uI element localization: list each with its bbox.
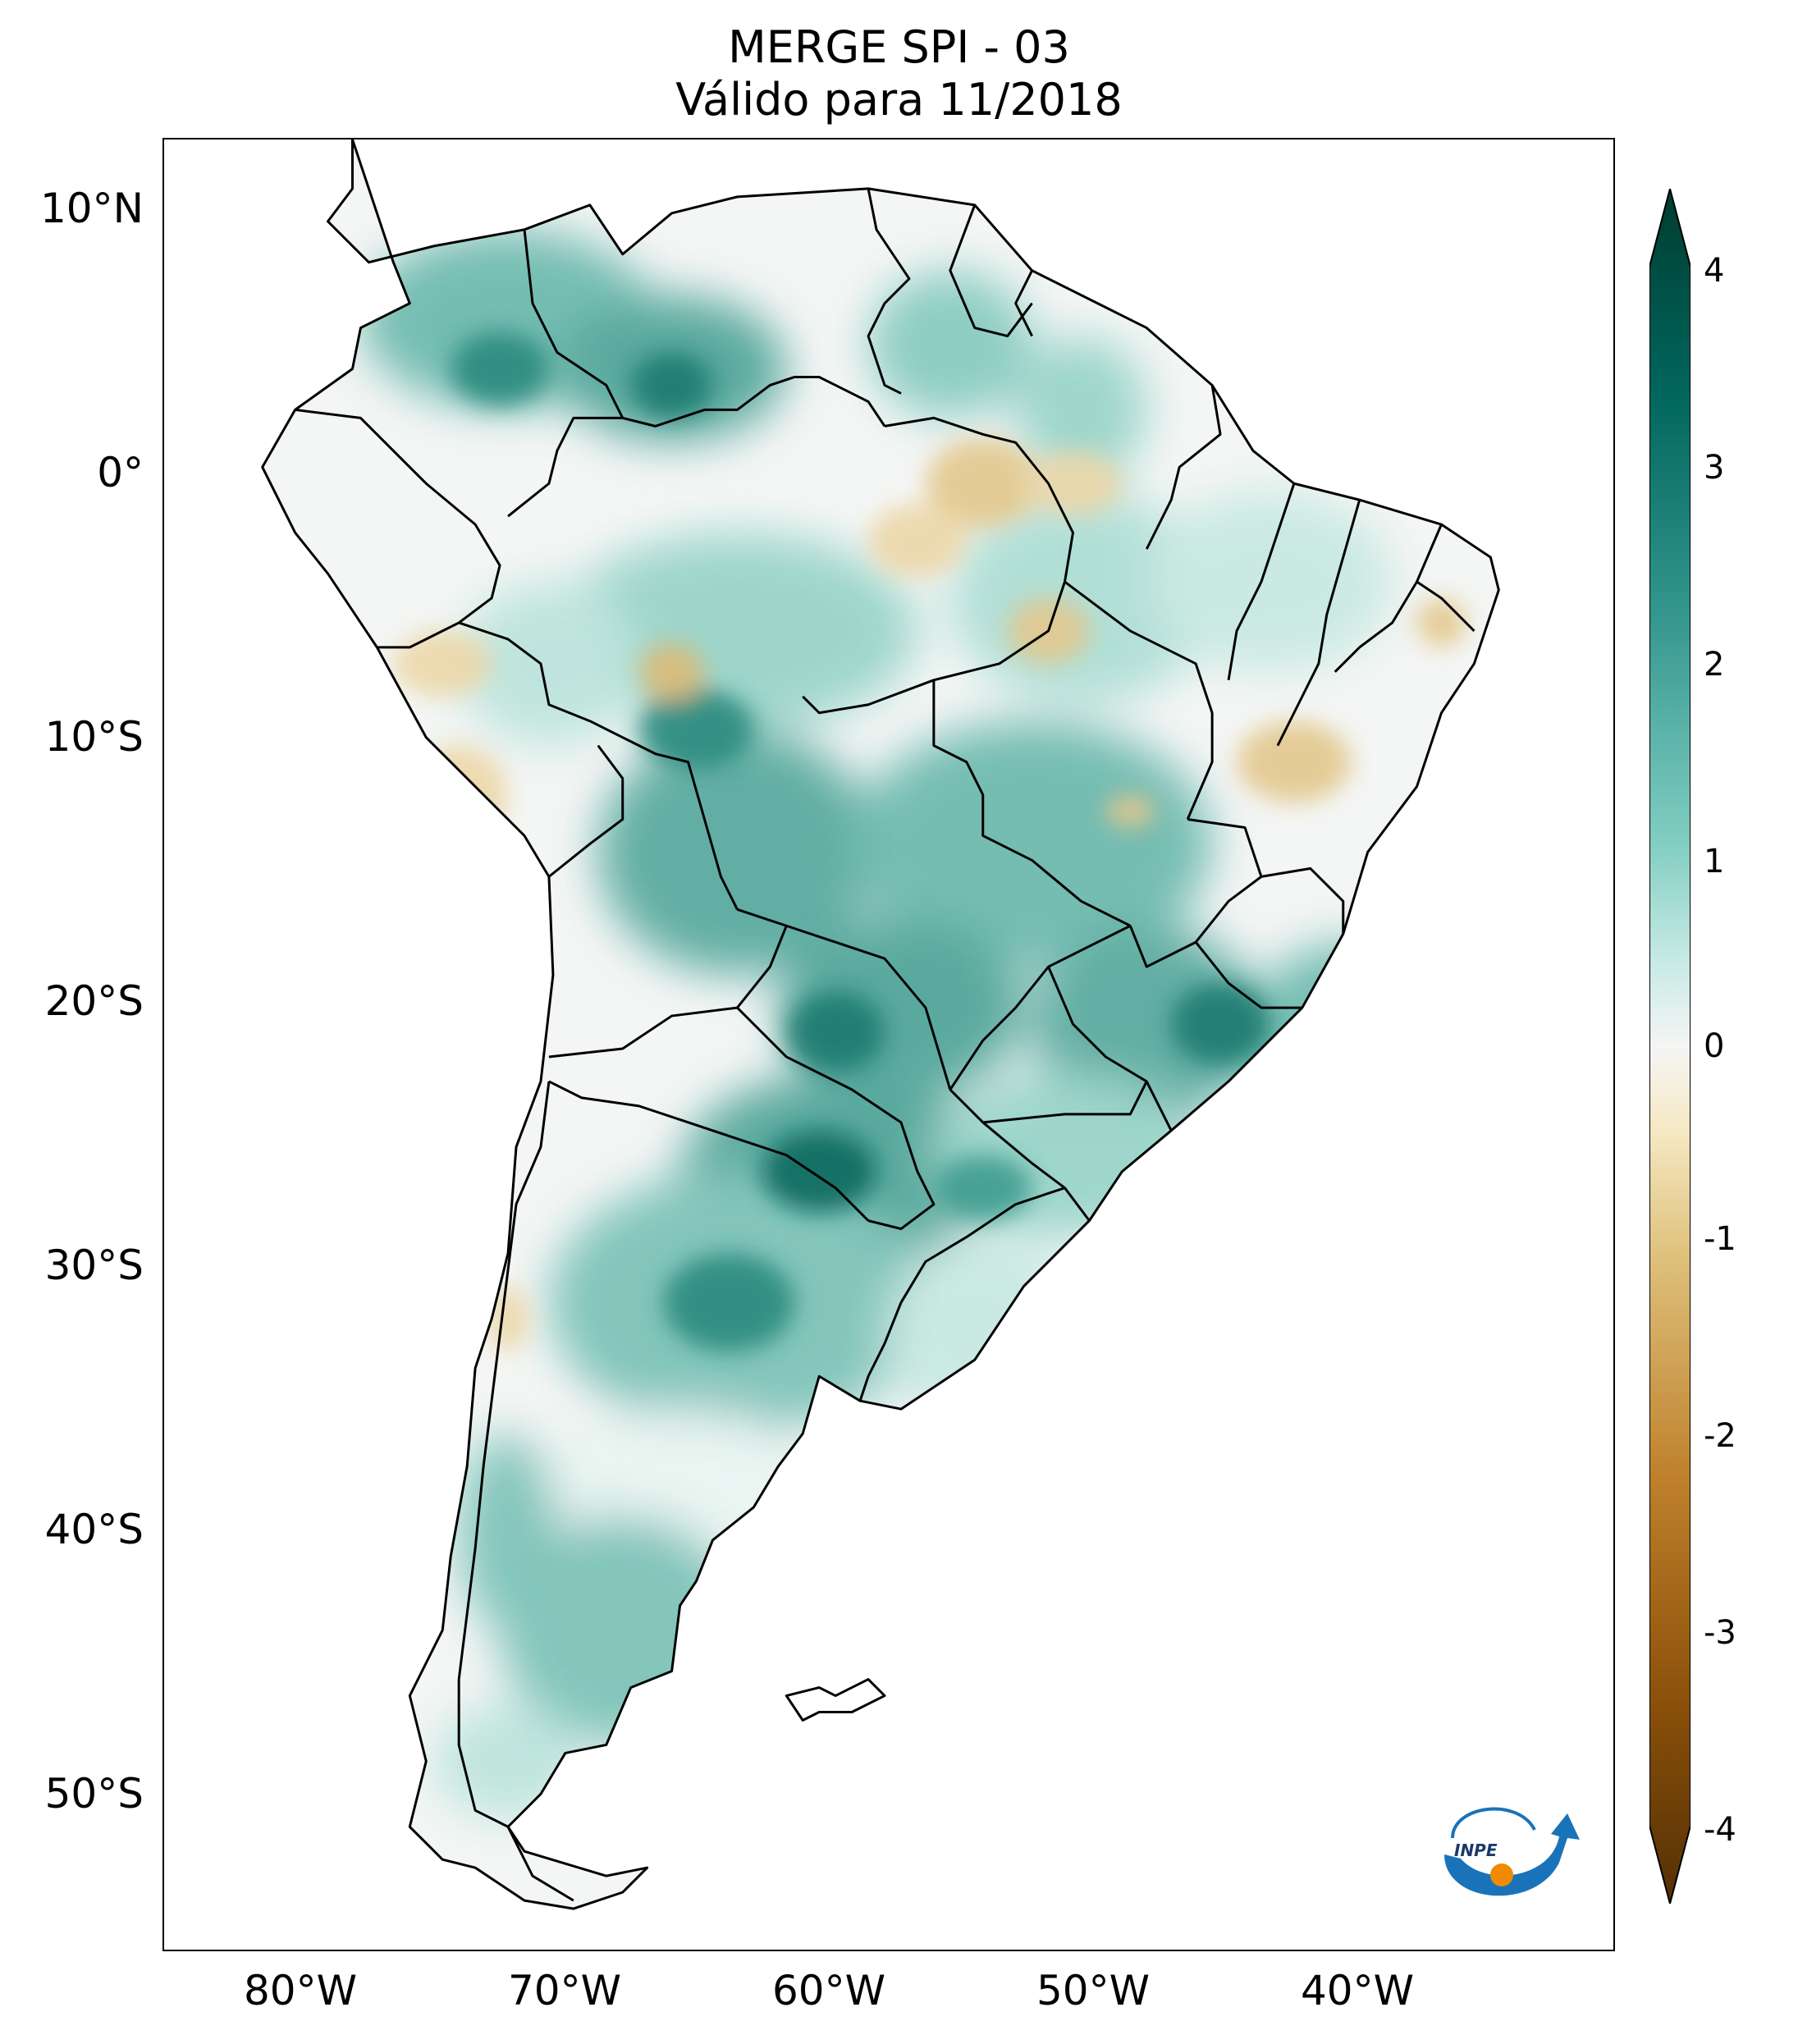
lat-label-20s: 20°S bbox=[44, 977, 144, 1025]
lon-label-60w: 60°W bbox=[771, 1967, 886, 2014]
map-title-line2: Válido para 11/2018 bbox=[675, 74, 1123, 126]
colorbar-label-1: 1 bbox=[1704, 843, 1725, 880]
inpe-logo: INPE bbox=[1444, 1807, 1580, 1896]
colorbar-label-3: 3 bbox=[1704, 449, 1725, 487]
lon-label-40w: 40°W bbox=[1300, 1967, 1415, 2014]
spi-colorbar bbox=[1649, 189, 1690, 1904]
lat-label-10n: 10°N bbox=[39, 185, 144, 232]
lon-label-70w: 70°W bbox=[507, 1967, 622, 2014]
lat-label-40s: 40°S bbox=[44, 1506, 144, 1553]
map-title-line1: MERGE SPI - 03 bbox=[728, 21, 1070, 73]
lat-label-0: 0° bbox=[97, 449, 144, 496]
lon-label-50w: 50°W bbox=[1036, 1967, 1151, 2014]
lon-label-80w: 80°W bbox=[243, 1967, 358, 2014]
colorbar-label-m3: -3 bbox=[1704, 1614, 1736, 1652]
lat-label-30s: 30°S bbox=[44, 1241, 144, 1289]
lat-label-50s: 50°S bbox=[44, 1770, 144, 1818]
colorbar-label-0: 0 bbox=[1704, 1027, 1725, 1065]
logo-text: INPE bbox=[1454, 1841, 1498, 1860]
political-borders bbox=[261, 139, 1500, 1910]
colorbar-label-m4: -4 bbox=[1704, 1811, 1736, 1849]
logo-orbit-arc bbox=[1451, 1807, 1536, 1839]
colorbar-label-m1: -1 bbox=[1704, 1220, 1736, 1258]
colorbar-label-2: 2 bbox=[1704, 646, 1725, 684]
logo-sun-dot bbox=[1490, 1863, 1513, 1886]
map-frame bbox=[162, 138, 1615, 1951]
lat-label-10s: 10°S bbox=[44, 713, 144, 761]
falkland-islands bbox=[785, 1678, 886, 1722]
colorbar-label-4: 4 bbox=[1704, 252, 1725, 290]
colorbar-bar bbox=[1649, 189, 1690, 1904]
south-america-spi-map bbox=[261, 139, 1500, 1910]
logo-swoosh bbox=[1444, 1813, 1580, 1896]
colorbar-label-m2: -2 bbox=[1704, 1417, 1736, 1455]
